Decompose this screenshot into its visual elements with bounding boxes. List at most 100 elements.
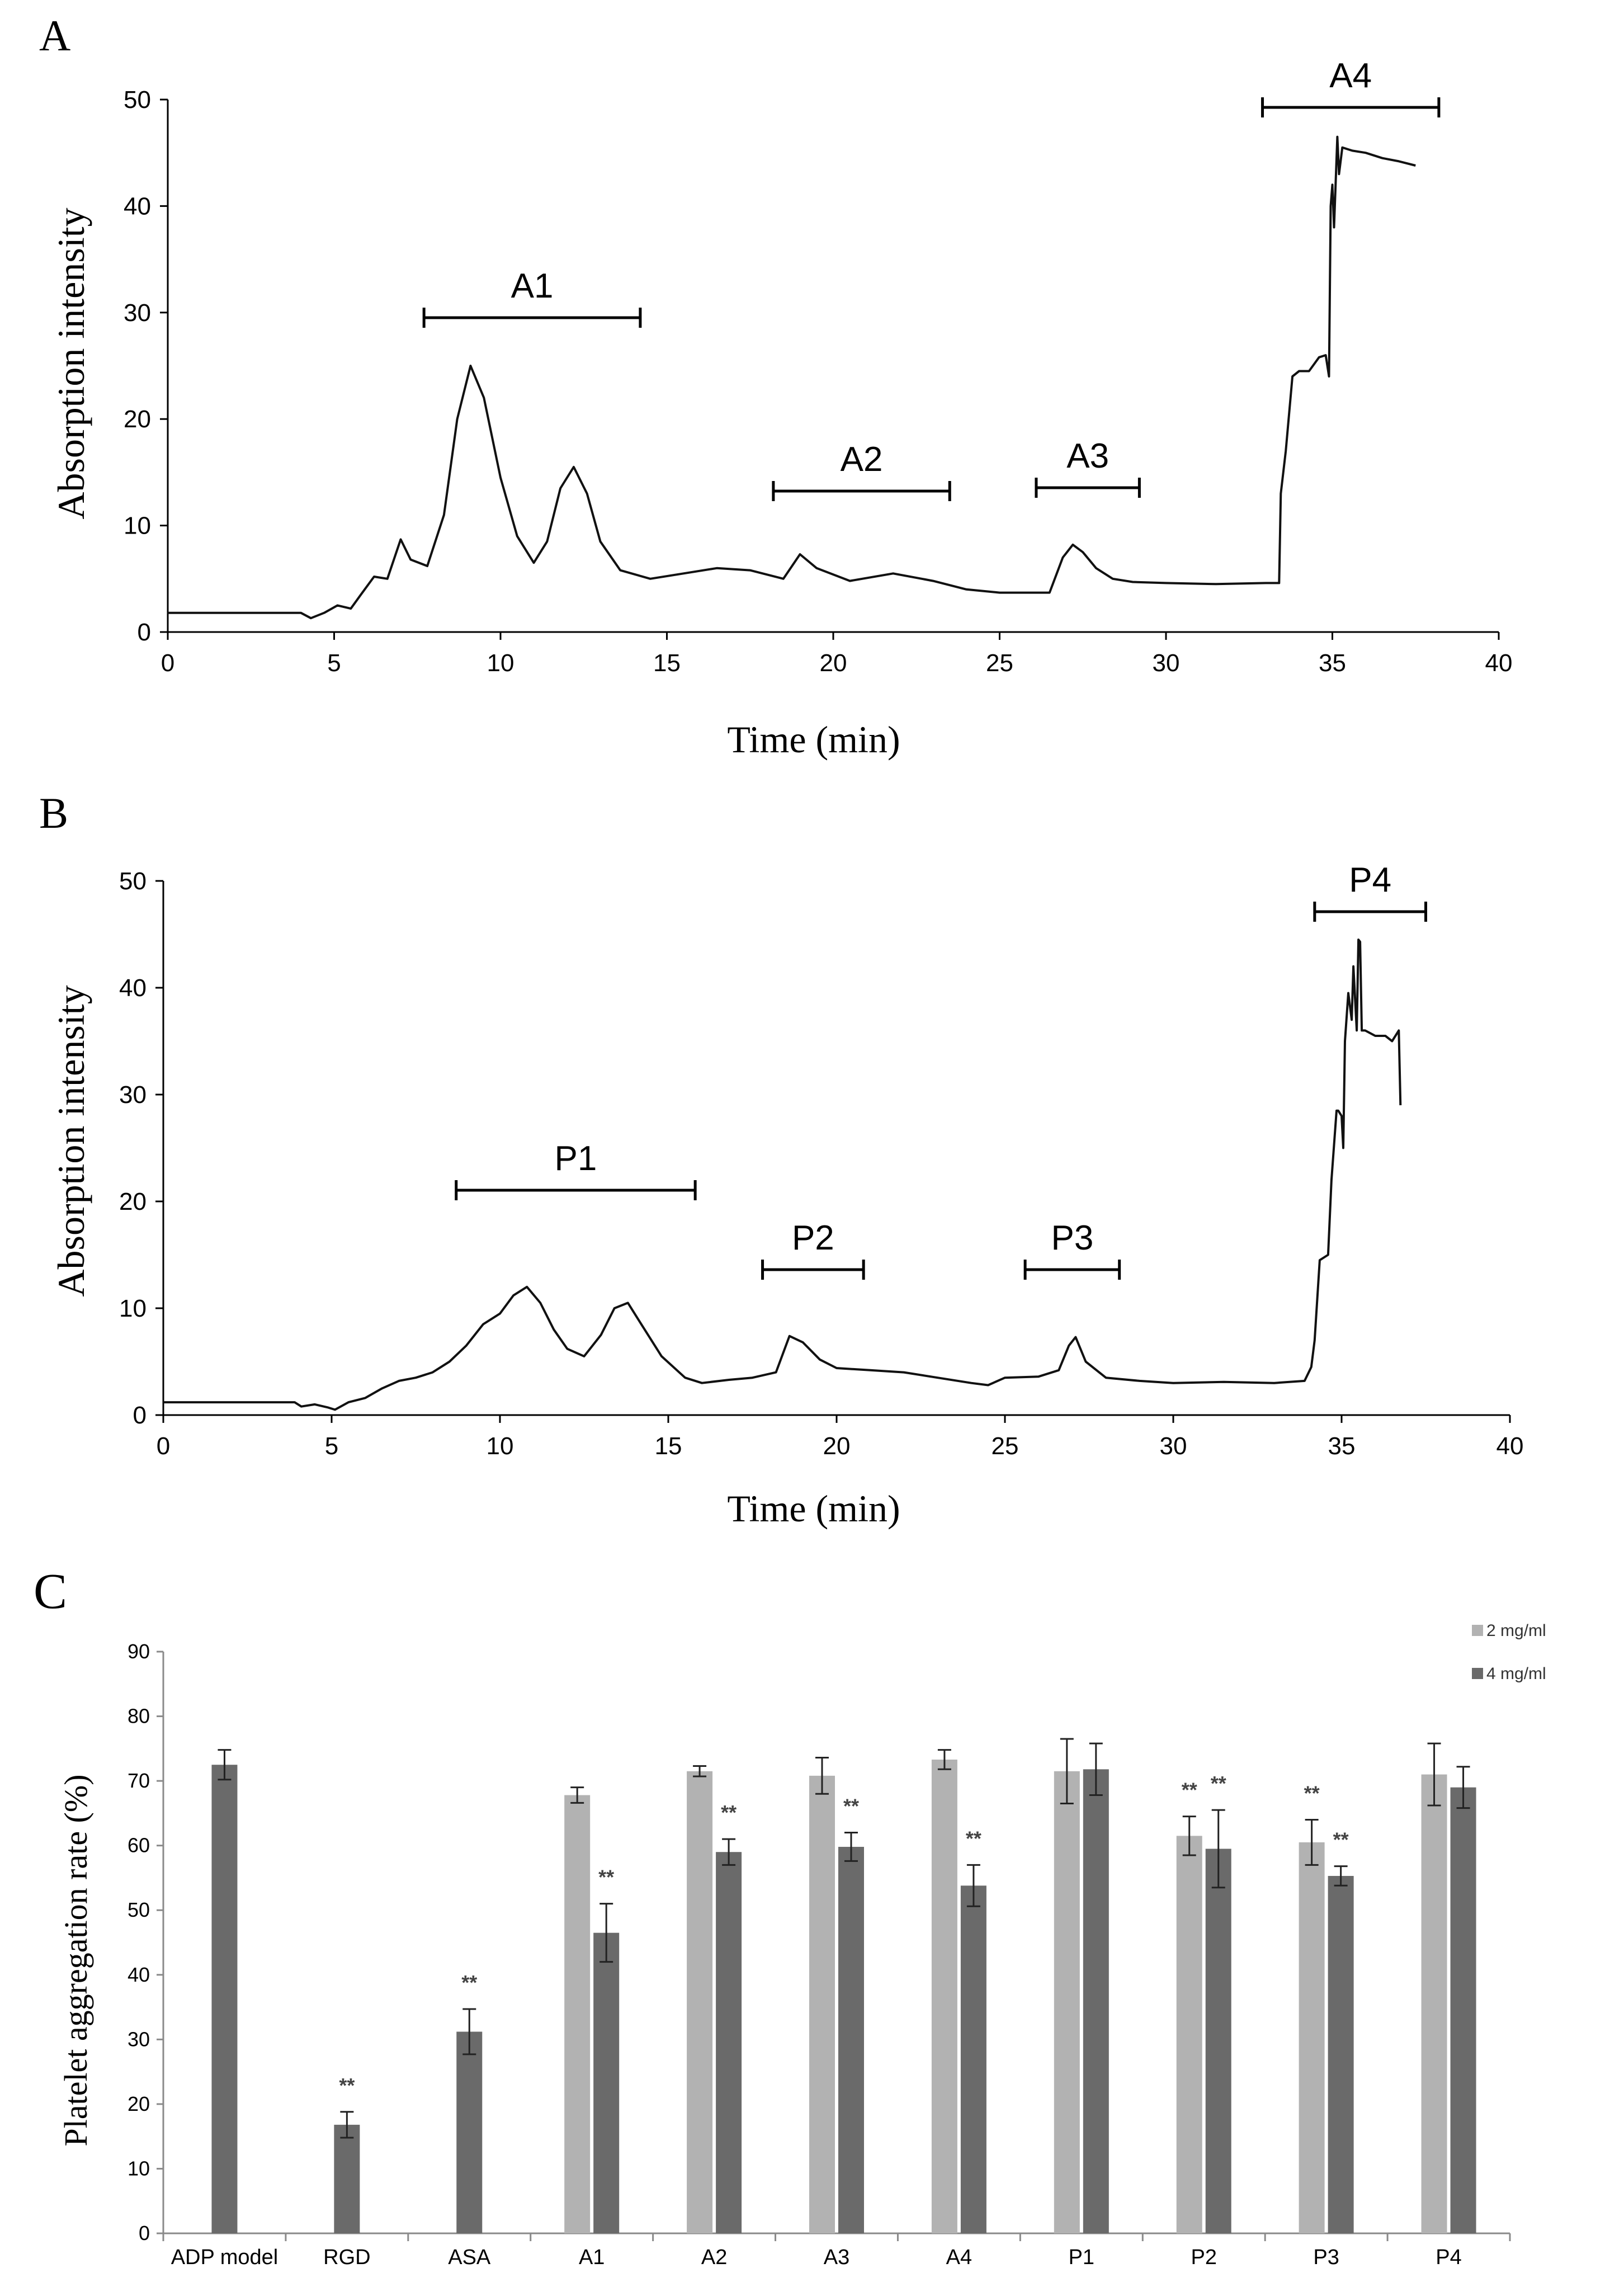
fraction-label: P2	[792, 1219, 834, 1257]
fraction-label: P1	[555, 1139, 597, 1178]
category-label: P1	[1069, 2246, 1094, 2269]
panel-a-y-axis-label: Absorption intensity	[50, 208, 92, 519]
panel-a-plot: 0 5 10 15 20 25 30 35 40 0 10 20 30 40 50 A1 A2 A3 A4	[124, 56, 1512, 677]
y-tick-label: 50	[124, 86, 151, 114]
y-tick-label: 80	[128, 1705, 150, 1728]
fraction-label: A3	[1066, 437, 1109, 475]
fraction-label: P4	[1349, 861, 1391, 899]
y-tick-label: 0	[133, 1402, 147, 1429]
category-label: ASA	[448, 2246, 491, 2269]
legend-swatch-2mg	[1472, 1625, 1483, 1636]
fraction-label: A2	[841, 440, 883, 479]
category-label: A2	[701, 2246, 727, 2269]
y-tick-label: 30	[128, 2028, 150, 2050]
chromatogram-trace	[168, 135, 1416, 620]
fraction-label: A1	[511, 267, 554, 305]
x-tick-label: 10	[487, 1432, 514, 1460]
x-tick-label: 25	[992, 1432, 1019, 1460]
y-tick-label: 40	[124, 192, 151, 220]
x-tick-label: 40	[1485, 649, 1513, 677]
bar-4mg	[716, 1852, 742, 2233]
x-tick-label: 20	[820, 649, 847, 677]
x-tick-label: 20	[823, 1432, 851, 1460]
y-tick-label: 60	[128, 1834, 150, 1857]
significance-marker: **	[1211, 1772, 1226, 1795]
panel-c-plot: 0 10 20 30 40 50 60 70 80 90 ADP model RGD ** ASA ** A1…	[128, 1640, 1511, 2269]
x-tick-label: 5	[327, 649, 341, 677]
category-label: P2	[1191, 2246, 1216, 2269]
y-tick-label: 90	[128, 1640, 150, 1663]
x-tick-label: 0	[161, 649, 174, 677]
x-tick-label: 30	[1160, 1432, 1187, 1460]
y-tick-label: 10	[128, 2157, 150, 2180]
panel-c-bar-chart: C 0 10 20 30 40 50 60 70 80 90 ADP model RGD ** ASA **…	[34, 1564, 1546, 2269]
x-tick-label: 0	[157, 1432, 170, 1460]
bar-4mg	[838, 1846, 864, 2233]
panel-c-legend: 2 mg/ml 4 mg/ml	[1472, 1621, 1546, 1683]
bar-2mg	[687, 1771, 713, 2233]
panel-b-x-axis-label: Time (min)	[727, 1487, 900, 1530]
x-tick-label: 30	[1153, 649, 1180, 677]
bar-4mg	[960, 1885, 986, 2233]
bar-2mg	[1054, 1771, 1080, 2233]
legend-swatch-4mg	[1472, 1668, 1483, 1679]
bar-4mg	[1205, 1849, 1231, 2233]
y-tick-label: 30	[119, 1081, 147, 1109]
panel-b-y-axis-label: Absorption intensity	[50, 985, 92, 1296]
y-tick-label: 40	[128, 1963, 150, 1986]
significance-marker: **	[339, 2074, 355, 2097]
y-tick-label: 20	[128, 2092, 150, 2115]
y-tick-label: 40	[119, 974, 147, 1002]
y-tick-label: 50	[128, 1898, 150, 1921]
significance-marker: **	[1333, 1828, 1349, 1851]
category-label: P4	[1436, 2246, 1461, 2269]
y-tick-label: 20	[119, 1188, 147, 1215]
chromatogram-trace	[163, 939, 1402, 1411]
significance-marker: **	[721, 1801, 737, 1824]
legend-label-2mg: 2 mg/ml	[1486, 1621, 1546, 1640]
bar-4mg	[1328, 1875, 1354, 2233]
x-tick-label: 15	[655, 1432, 682, 1460]
x-tick-label: 35	[1319, 649, 1346, 677]
bar-2mg	[564, 1795, 591, 2233]
panel-a-chromatogram: A 0 5 10 15 20 25 30 35 40 0 10 20 30 40 50 A1 A2 A3 A4 Ab…	[39, 11, 1512, 761]
category-label: ADP model	[171, 2246, 278, 2269]
panel-b-plot: 0 5 10 15 20 25 30 35 40 0 10 20 30 40 50 P1 P2 P3 P4	[119, 861, 1523, 1460]
x-tick-label: 5	[325, 1432, 338, 1460]
significance-marker: **	[598, 1866, 614, 1889]
bar-4mg	[593, 1932, 620, 2233]
y-tick-label: 0	[138, 619, 151, 646]
y-tick-label: 70	[128, 1769, 150, 1792]
bar-2mg	[1176, 1836, 1202, 2233]
y-tick-label: 10	[119, 1295, 147, 1322]
bar-4mg	[456, 2031, 483, 2233]
panel-label-b: B	[39, 789, 68, 837]
x-tick-label: 40	[1496, 1432, 1524, 1460]
bar-2mg	[1421, 1774, 1447, 2233]
category-label: A1	[579, 2246, 605, 2269]
panel-a-x-axis-label: Time (min)	[727, 718, 900, 761]
x-tick-label: 10	[487, 649, 514, 677]
significance-marker: **	[461, 1971, 477, 1994]
fraction-label: A4	[1329, 56, 1372, 95]
y-tick-label: 50	[119, 867, 147, 895]
category-label: A3	[824, 2246, 849, 2269]
bar-2mg	[809, 1775, 835, 2233]
category-label: RGD	[323, 2246, 370, 2269]
fraction-label: P3	[1051, 1219, 1093, 1257]
y-tick-label: 20	[124, 406, 151, 433]
significance-marker: **	[966, 1827, 981, 1850]
y-tick-label: 30	[124, 299, 151, 327]
x-tick-label: 25	[986, 649, 1013, 677]
significance-marker: **	[1182, 1779, 1197, 1802]
y-tick-label: 0	[139, 2222, 150, 2245]
significance-marker: **	[843, 1795, 859, 1818]
panel-c-y-axis-label: Platelet aggregation rate (%)	[58, 1774, 94, 2146]
x-tick-label: 35	[1328, 1432, 1356, 1460]
significance-marker: **	[1304, 1781, 1320, 1804]
x-tick-label: 15	[653, 649, 681, 677]
bar-4mg	[1083, 1769, 1109, 2233]
bar-2mg	[931, 1759, 957, 2233]
panel-label-c: C	[34, 1564, 67, 1619]
